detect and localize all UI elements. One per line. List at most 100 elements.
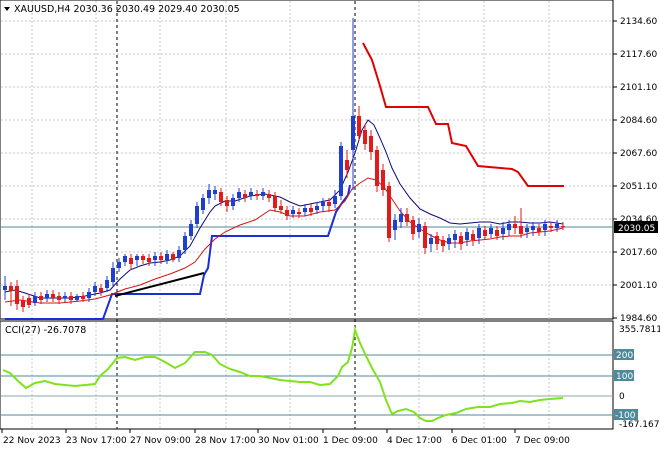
price-axis: 2134.60 2117.60 2101.10 2084.60 2067.60 … [613, 17, 657, 324]
time-tick-label: 27 Nov 09:00 [130, 436, 191, 446]
candle-body [27, 298, 31, 305]
candle-body [21, 300, 25, 307]
cci-level-tag-200: 200 [614, 349, 634, 361]
candle-body [435, 236, 439, 244]
candle-body [255, 194, 259, 196]
time-tick-label: 28 Nov 17:00 [195, 436, 256, 446]
candle-body [129, 258, 133, 264]
price-tick-8: 2001.10 [613, 281, 657, 291]
candle-body [387, 186, 391, 238]
candle-body [309, 208, 313, 212]
candle-body [231, 198, 235, 206]
price-tick-4: 2067.60 [613, 149, 657, 159]
time-tick-label: 7 Dec 09:00 [515, 436, 570, 446]
candle-body [165, 254, 169, 260]
cci-bottom-value: -167.1678 [619, 420, 660, 430]
candle-body [201, 198, 205, 210]
svg-text:100: 100 [616, 372, 633, 382]
candle-body [207, 190, 211, 198]
triangle-down-icon[interactable] [4, 7, 10, 11]
time-axis: 22 Nov 2023 23 Nov 17:00 27 Nov 09:00 28… [1, 429, 570, 446]
price-tick-1: 2117.60 [613, 50, 657, 60]
time-tick-label: 30 Nov 01:00 [258, 436, 319, 446]
candle-body [291, 210, 295, 214]
candle-body [321, 202, 325, 206]
price-tick-0: 2134.60 [613, 17, 657, 27]
candle-body [327, 202, 331, 206]
svg-text:200: 200 [616, 351, 633, 361]
candle-body [15, 286, 19, 304]
candle-body [243, 194, 247, 198]
time-tick-label: 23 Nov 17:00 [66, 436, 127, 446]
chart-header: XAUUSD,H4 2030.36 2030.49 2029.40 2030.0… [4, 4, 240, 15]
candle-body [405, 214, 409, 222]
candle-body [159, 256, 163, 260]
fast-ma [4, 119, 564, 299]
candle-body [81, 296, 85, 299]
price-tick-7: 2017.60 [613, 248, 657, 258]
candle-body [273, 196, 277, 208]
candle-body [507, 224, 511, 230]
candle-body [531, 226, 535, 230]
candle-body [285, 210, 289, 216]
price-tick-6: 2034.60 [613, 215, 657, 225]
price-tick-label: 1984.60 [620, 314, 657, 324]
price-tick-9: 1984.60 [613, 314, 657, 324]
price-tick-label: 2134.60 [620, 17, 657, 27]
cci-panel [0, 320, 614, 430]
candle-body [141, 256, 145, 260]
candle-body [171, 254, 175, 260]
candle-body [3, 286, 7, 290]
candle-body [111, 268, 115, 282]
price-tick-3: 2084.60 [613, 116, 657, 126]
candle-body [501, 228, 505, 234]
candle-body [513, 224, 517, 228]
candle-body [489, 228, 493, 234]
candle-body [225, 200, 229, 206]
candle-body [315, 206, 319, 210]
cci-level-tag-100: 100 [614, 370, 634, 382]
candle-body [9, 286, 13, 291]
candle-body [117, 262, 121, 268]
price-grid [1, 1, 613, 319]
candle-body [153, 256, 157, 260]
candlesticks [3, 18, 565, 312]
candle-body [411, 220, 415, 234]
candle-body [477, 228, 481, 238]
candle-body [393, 220, 397, 230]
candle-body [69, 296, 73, 300]
candle-body [345, 160, 349, 170]
candle-body [369, 136, 373, 152]
candle-body [183, 236, 187, 250]
time-tick-label: 4 Dec 17:00 [387, 436, 442, 446]
candle-body [135, 256, 139, 260]
candle-body [465, 232, 469, 240]
price-tick-2: 2101.10 [613, 83, 657, 93]
candle-body [471, 234, 475, 240]
symbol-info: XAUUSD,H4 2030.36 2030.49 2029.40 2030.0… [14, 4, 240, 15]
current-price-value: 2030.05 [618, 224, 655, 234]
candle-body [495, 230, 499, 236]
price-panel [0, 0, 614, 320]
candle-body [237, 192, 241, 198]
candle-body [51, 294, 55, 298]
svg-text:-100: -100 [615, 411, 636, 421]
candle-body [87, 292, 91, 298]
candle-body [441, 240, 445, 246]
cci-level-lines [1, 354, 613, 416]
candle-body [39, 296, 43, 300]
candle-body [267, 194, 271, 198]
price-tick-5: 2051.10 [613, 182, 657, 192]
candle-body [543, 224, 547, 230]
candle-body [453, 234, 457, 240]
cci-line [2, 326, 564, 422]
time-tick-label: 1 Dec 09:00 [323, 436, 378, 446]
candle-body [195, 206, 199, 224]
trend-line [114, 272, 205, 297]
candle-body [249, 192, 253, 196]
svg-text:0: 0 [619, 392, 625, 402]
candle-body [147, 258, 151, 262]
candle-body [399, 214, 403, 222]
candle-body [177, 250, 181, 258]
